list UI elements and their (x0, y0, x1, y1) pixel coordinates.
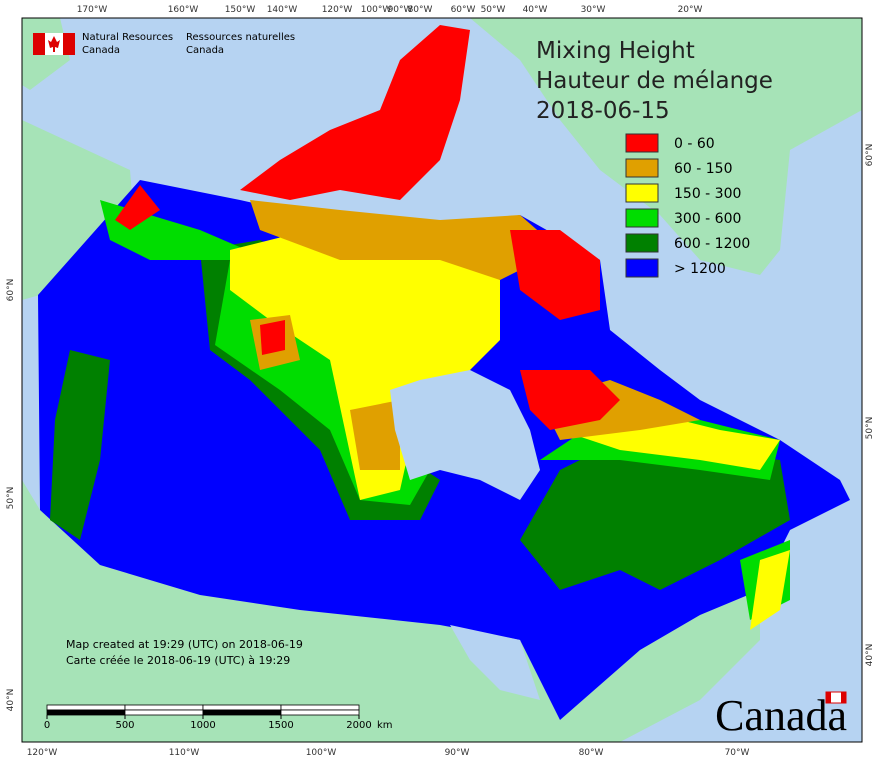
lat-label: 50°N (6, 487, 16, 510)
zone-60-150 (250, 200, 560, 280)
zone-0-60 (260, 320, 285, 355)
scale-label: 2000 (346, 720, 371, 731)
scale-segment (124, 709, 204, 716)
lon-label: 100°W (361, 5, 392, 15)
flag-bar (33, 33, 45, 55)
alaska (22, 120, 135, 300)
zone-0-60 (520, 370, 620, 430)
wordmark-flag-bar (841, 692, 846, 703)
lat-label: 50°N (865, 417, 875, 440)
agency-en: Canada (82, 45, 120, 56)
legend-label: 600 - 1200 (674, 236, 750, 252)
lon-label: 50°W (481, 5, 506, 15)
note: Map created at 19:29 (UTC) on 2018-06-19 (66, 638, 303, 651)
zone-150-300 (750, 550, 790, 630)
lon-label: 30°W (581, 5, 606, 15)
zone-150-300 (230, 225, 500, 500)
scale-segment (280, 709, 360, 716)
scale-label: 500 (115, 720, 134, 731)
legend-label: 60 - 150 (674, 161, 733, 177)
lon-label: 160°W (168, 5, 199, 15)
lon-label: 110°W (169, 748, 200, 758)
legend-swatch (625, 158, 659, 178)
legend-label: 0 - 60 (674, 136, 715, 152)
legend-swatch (625, 183, 659, 203)
lon-label: 60°W (451, 5, 476, 15)
great-lakes (450, 625, 540, 700)
title: Mixing Height (536, 38, 695, 64)
flag-bar (63, 33, 75, 55)
legend-label: 300 - 600 (674, 211, 741, 227)
frame (21, 17, 863, 743)
zone-60-150 (350, 400, 400, 470)
lon-label: 80°W (579, 748, 604, 758)
lat-label: 60°N (865, 144, 875, 167)
lat-label: 40°N (865, 644, 875, 667)
legend-swatch (625, 258, 659, 278)
lon-label: 90°W (388, 5, 413, 15)
title: 2018-06-15 (536, 98, 670, 124)
lon-label: 150°W (225, 5, 256, 15)
zone-0-60 (510, 230, 600, 320)
lon-label: 120°W (27, 748, 58, 758)
zone-600-1200 (520, 440, 790, 590)
lon-label: 170°W (77, 5, 108, 15)
scale-segment (202, 704, 282, 711)
agency-fr: Ressources naturelles (186, 32, 295, 43)
scale-label: 0 (44, 720, 50, 731)
lon-label: 90°W (445, 748, 470, 758)
lon-label: 80°W (408, 5, 433, 15)
legend-label: 150 - 300 (674, 186, 741, 202)
scale-segment (124, 704, 204, 711)
lat-label: 40°N (6, 689, 16, 712)
legend-swatch (625, 233, 659, 253)
lat-label: 60°N (6, 279, 16, 302)
wordmark-flag-bar (826, 692, 831, 703)
maple-leaf (48, 36, 60, 52)
scale-label: 1000 (190, 720, 215, 731)
lon-label: 100°W (306, 748, 337, 758)
title: Hauteur de mélange (536, 68, 773, 94)
lon-label: 120°W (322, 5, 353, 15)
legend-swatch (625, 208, 659, 228)
agency-en: Natural Resources (82, 32, 173, 43)
legend-swatch (625, 133, 659, 153)
scale-segment (46, 709, 126, 716)
agency-fr: Canada (186, 45, 224, 56)
zone-600-1200 (50, 350, 110, 540)
usa (22, 480, 760, 742)
lon-label: 70°W (725, 748, 750, 758)
legend-label: > 1200 (674, 261, 726, 277)
lon-label: 40°W (523, 5, 548, 15)
lon-label: 140°W (267, 5, 298, 15)
scale-unit: km (377, 720, 393, 731)
scale-segment (202, 709, 282, 716)
wordmark: Canada (715, 691, 847, 740)
greenland (470, 18, 862, 275)
zone-0-60 (240, 25, 470, 200)
scale-label: 1500 (268, 720, 293, 731)
lon-label: 20°W (678, 5, 703, 15)
zone-0-60 (115, 185, 160, 230)
hudson-bay (390, 370, 540, 500)
note: Carte créée le 2018-06-19 (UTC) à 19:29 (66, 654, 290, 667)
scale-segment (46, 704, 126, 711)
scale-segment (280, 704, 360, 711)
